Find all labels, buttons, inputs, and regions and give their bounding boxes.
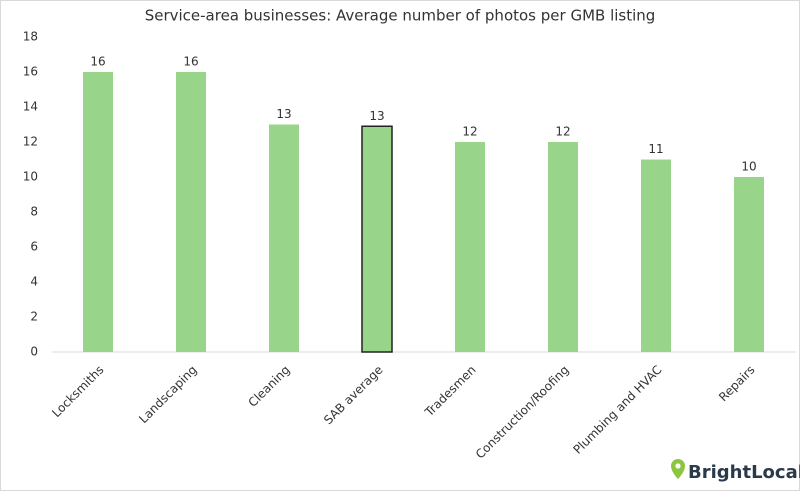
y-tick-label: 12 — [23, 135, 38, 149]
logo-pin-dot — [675, 463, 681, 469]
y-tick-label: 10 — [23, 170, 38, 184]
data-label: 10 — [741, 160, 756, 174]
y-tick-label: 4 — [30, 275, 38, 289]
data-label: 11 — [648, 142, 663, 156]
data-label: 16 — [90, 55, 105, 69]
logo-pin — [671, 459, 685, 479]
bar — [83, 72, 113, 352]
y-tick-label: 2 — [30, 310, 38, 324]
data-label: 12 — [555, 125, 570, 139]
y-tick-label: 16 — [23, 65, 38, 79]
bar — [734, 177, 764, 352]
y-tick-label: 0 — [30, 345, 38, 359]
data-label: 13 — [369, 109, 384, 123]
data-label: 16 — [183, 55, 198, 69]
brand-logo: BrightLocal — [671, 459, 800, 483]
data-label: 12 — [462, 125, 477, 139]
bar — [548, 142, 578, 352]
data-label: 13 — [276, 107, 291, 121]
y-tick-label: 8 — [30, 205, 38, 219]
bar — [176, 72, 206, 352]
bar — [361, 125, 393, 353]
bar — [269, 124, 299, 352]
bar — [455, 142, 485, 352]
brand-name: BrightLocal — [688, 462, 800, 483]
bar — [641, 159, 671, 352]
y-tick-label: 6 — [30, 240, 38, 254]
y-tick-label: 18 — [23, 30, 38, 44]
chart-title: Service-area businesses: Average number … — [145, 7, 656, 25]
y-tick-label: 14 — [23, 100, 38, 114]
